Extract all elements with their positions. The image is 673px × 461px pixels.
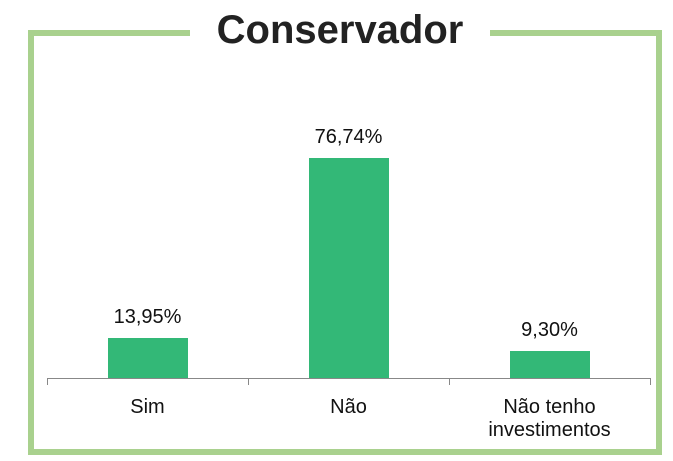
bar [107,338,188,378]
x-tick [449,378,450,385]
bar [308,158,389,378]
bar [509,351,590,378]
value-label: 9,30% [521,319,578,342]
x-tick-label: Não tenho investimentos [488,396,611,441]
chart-title: Conservador [190,6,490,54]
value-label: 13,95% [113,306,182,328]
value-label: 76,74% [314,126,383,148]
x-tick [47,378,48,385]
x-axis [47,378,650,379]
x-tick [650,378,651,385]
x-tick-label: Não [330,396,367,418]
x-tick-label: Sim [130,396,165,418]
x-tick [248,378,249,385]
